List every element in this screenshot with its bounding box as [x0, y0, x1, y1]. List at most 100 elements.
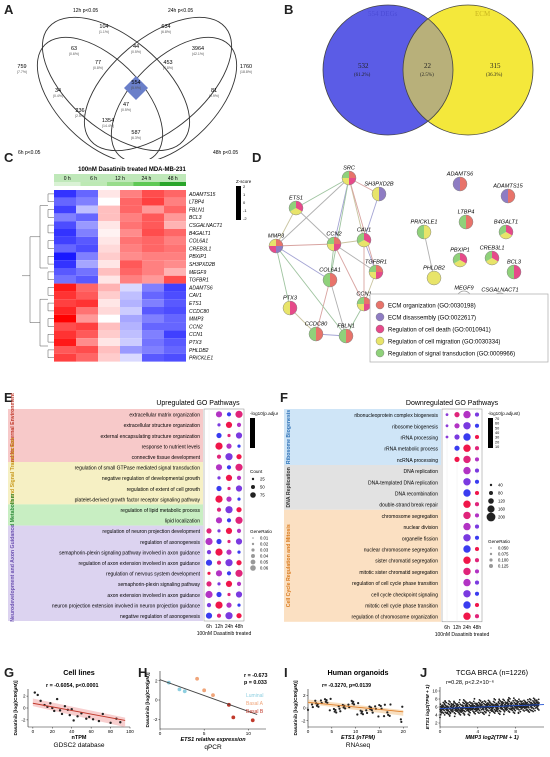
- go-dot: [225, 474, 233, 481]
- network-edge: [275, 243, 335, 247]
- scatter-point: [356, 713, 359, 716]
- venn-region-count: 634: [161, 24, 170, 30]
- heatmap-cell: [142, 291, 164, 300]
- heatmap-cell: [76, 314, 98, 323]
- heatmap-cell: [142, 346, 164, 354]
- axis-y-tick: -2: [21, 717, 26, 722]
- scatter-point: [524, 701, 527, 704]
- network-edge: [295, 177, 350, 209]
- go-group-label: Lipid Metabolism: [10, 493, 16, 536]
- go-dot: [463, 567, 471, 576]
- heatmap-cell: [142, 244, 164, 253]
- scatter-point: [328, 709, 331, 712]
- heatmap-cell: [54, 275, 76, 284]
- scatter-point: [195, 676, 199, 681]
- venn-region-count: 44: [133, 44, 139, 50]
- heatmap-cell: [164, 291, 186, 300]
- scatter-point: [498, 699, 501, 701]
- scatter-point: [401, 705, 404, 708]
- scatter-point: [374, 705, 377, 708]
- scatter-point: [446, 712, 449, 715]
- heatmap-cell: [120, 268, 142, 276]
- heatmap-cell: [164, 229, 186, 237]
- scatter-point: [520, 708, 522, 710]
- dotplot-x-tick: 12h: [215, 624, 224, 630]
- correlation-stat: r = -0.6054, p<0.0001: [46, 683, 98, 689]
- go-dot: [215, 548, 223, 556]
- dotplot-x-tick: 48h: [235, 624, 244, 630]
- network-node-label: COL6A1: [319, 268, 340, 274]
- dotplot-count-dot: [251, 485, 255, 489]
- go-term-label: external encapsulating structure organiz…: [100, 434, 200, 440]
- scatter-point: [489, 709, 492, 712]
- heatmap-gene-label: PHLDB2: [189, 348, 209, 354]
- heatmap-cell: [120, 213, 142, 222]
- scatter-point: [536, 708, 539, 710]
- scatter-point: [533, 699, 536, 701]
- heatmap-cell: [164, 260, 186, 268]
- network-edge: [363, 193, 380, 241]
- scatter-point: [462, 712, 465, 715]
- dotplot-ratio-dot: [490, 547, 492, 549]
- go-dot: [235, 410, 243, 418]
- scatter-point: [448, 700, 450, 702]
- axis-y-tick: -2: [301, 718, 306, 723]
- heatmap-cell: [98, 322, 120, 331]
- dendrogram-branch: [47, 240, 54, 249]
- panel-caption: GDSC2 database: [54, 742, 105, 749]
- network-edge: [329, 177, 350, 281]
- scatter-point: [512, 699, 515, 702]
- heatmap-cell: [120, 346, 142, 354]
- heatmap-cell: [120, 353, 142, 362]
- heatmap-cell: [98, 291, 120, 300]
- heatmap-cell: [54, 307, 76, 315]
- network-legend-swatch: [375, 348, 385, 358]
- axis-y-label: Dasatinib [log(IC50(µM)]: [293, 680, 299, 735]
- network-edge: [423, 231, 435, 279]
- venn-region-pct: (18.8%): [240, 70, 252, 74]
- go-term-label: response to nutrient levels: [142, 444, 201, 450]
- network-node-label: SRC: [343, 166, 356, 172]
- dotplot-ratio-label: 0.125: [498, 564, 509, 569]
- heatmap-cell: [120, 244, 142, 253]
- scatter-point: [463, 709, 465, 712]
- scatter-legend-label: Luminal: [246, 693, 264, 699]
- scatter-point: [488, 701, 491, 704]
- heatmap-cell: [54, 291, 76, 300]
- heatmap-cell: [54, 346, 76, 354]
- axis-x-tick: 5: [203, 731, 206, 736]
- network-legend-label: Regulation of cell migration (GO:0030334…: [388, 340, 500, 346]
- network-legend-label: ECM disassembly (GO:0022617): [388, 316, 476, 322]
- heatmap-cell: [142, 205, 164, 214]
- scatter-point: [474, 710, 477, 713]
- heatmap-timepoint-label: 12 h: [115, 176, 125, 182]
- panel-label-a: A: [4, 2, 14, 17]
- go-dot: [217, 582, 221, 586]
- dendrogram-branch: [47, 318, 54, 327]
- panel-label-i: I: [284, 665, 288, 680]
- scatter-point: [534, 709, 536, 712]
- scatter-point: [177, 687, 182, 692]
- heatmap-gene-label: CCDC80: [189, 309, 209, 315]
- go-dot: [236, 507, 242, 513]
- string-network: SRC SH3PXD2B ETS1 PRICKLE1 MMP3 CCN2 CAV1 TGFBR…: [268, 166, 549, 363]
- scatter-point: [347, 703, 350, 706]
- scatter-point: [455, 703, 458, 706]
- heatmap-timepoint-label: 0 h: [64, 176, 71, 182]
- scatter-point: [514, 699, 516, 701]
- scatter-point: [439, 710, 442, 713]
- heatmap-cell: [76, 213, 98, 222]
- go-dot: [235, 485, 243, 492]
- heatmap-gene-label: ETS1: [189, 301, 202, 307]
- go-group-band: [284, 465, 441, 510]
- heatmap-cell: [164, 283, 186, 292]
- panel-title: Cell lines: [63, 668, 95, 677]
- heatmap-cell: [54, 314, 76, 323]
- scatter-point: [500, 701, 503, 704]
- dotplot-ratio-label: 0.03: [260, 548, 269, 553]
- venn-left-count: 532: [358, 62, 369, 70]
- dotplot-x-label: 100nM Dasatinib treated: [435, 632, 490, 638]
- network-node: [426, 270, 442, 286]
- scatter-point: [533, 701, 536, 704]
- dendrogram-branch: [47, 302, 54, 312]
